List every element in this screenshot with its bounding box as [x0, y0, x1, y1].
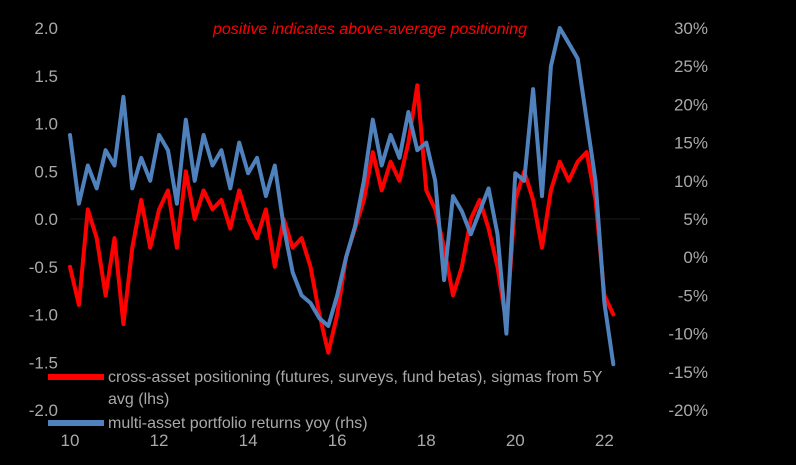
y-left-tick-label: 0.5 — [34, 162, 58, 181]
legend-label-line: cross-asset positioning (futures, survey… — [108, 369, 603, 386]
y-left-tick-label: 0.0 — [34, 210, 58, 229]
x-tick-label: 14 — [239, 431, 258, 450]
y-right-tick-label: 15% — [674, 134, 708, 153]
y-right-tick-label: -15% — [668, 363, 708, 382]
y-right-tick-label: 30% — [674, 19, 708, 38]
y-left-tick-label: 1.5 — [34, 67, 58, 86]
y-right-tick-label: -10% — [668, 325, 708, 344]
y-left-tick-label: 2.0 — [34, 19, 58, 38]
x-tick-label: 20 — [506, 431, 525, 450]
x-tick-label: 12 — [150, 431, 169, 450]
x-axis: 10 12 14 16 18 20 22 — [61, 431, 614, 450]
y-right-tick-label: 20% — [674, 95, 708, 114]
series-line-portfolio-returns — [68, 26, 616, 367]
y-right-tick-label: 10% — [674, 172, 708, 191]
chart-annotation: positive indicates above-average positio… — [212, 21, 527, 38]
y-left-tick-label: -1.0 — [29, 306, 58, 325]
x-tick-label: 10 — [61, 431, 80, 450]
legend: cross-asset positioning (futures, survey… — [48, 369, 603, 432]
y-right-tick-label: -5% — [678, 286, 708, 305]
y-left-tick-label: -0.5 — [29, 258, 58, 277]
legend-label-line: avg (lhs) — [108, 391, 169, 408]
x-tick-label: 16 — [328, 431, 347, 450]
x-tick-label: 18 — [417, 431, 436, 450]
y-right-tick-label: 0% — [683, 248, 708, 267]
series-layer — [68, 26, 616, 367]
y-right-tick-label: -20% — [668, 401, 708, 420]
y-left-tick-label: -2.0 — [29, 401, 58, 420]
y-right-axis: 30% 25% 20% 15% 10% 5% 0% -5% -10% -15% -20% — [668, 19, 708, 420]
y-left-axis: 2.0 1.5 1.0 0.5 0.0 -0.5 -1.0 -1.5 -2.0 — [29, 19, 58, 420]
y-right-tick-label: 5% — [683, 210, 708, 229]
y-left-tick-label: -1.5 — [29, 353, 58, 372]
legend-label-portfolio-returns: multi-asset portfolio returns yoy (rhs) — [108, 415, 368, 432]
y-left-tick-label: 1.0 — [34, 115, 58, 134]
legend-label-positioning: cross-asset positioning (futures, survey… — [108, 369, 603, 408]
x-tick-label: 22 — [595, 431, 614, 450]
y-right-tick-label: 25% — [674, 57, 708, 76]
